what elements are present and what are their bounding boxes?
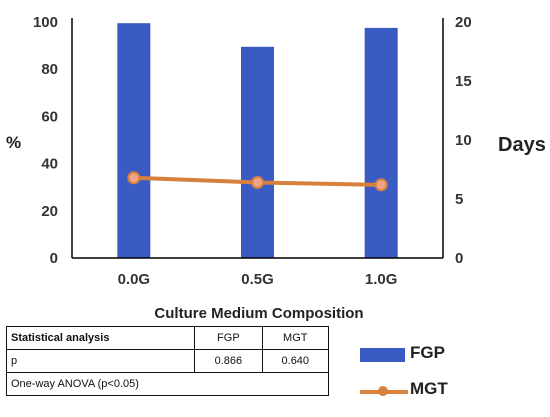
point-mgt	[127, 171, 141, 185]
y-tick-left: 100	[33, 14, 58, 31]
statistics-table: Statistical analysis FGP MGT p 0.866 0.6…	[5, 326, 330, 396]
table-header-row: Statistical analysis FGP MGT	[5, 326, 330, 350]
legend-label-fgp: FGP	[410, 343, 445, 362]
table-header-cell: FGP	[194, 326, 263, 350]
tick-labels: 0 20 40 60 80 100 0 5 10 15 20 0.0G 0.5G 1.0G	[33, 14, 472, 288]
y-tick-left: 60	[41, 108, 58, 125]
legend-item-mgt: MGT	[360, 376, 540, 406]
table-cell: p	[5, 349, 196, 373]
legend-marker-mgt	[378, 386, 388, 396]
x-axis-title: Culture Medium Composition	[154, 305, 363, 322]
y-tick-left: 20	[41, 203, 58, 220]
table-row: p 0.866 0.640	[5, 349, 330, 373]
bar-fgp	[117, 23, 151, 259]
y-tick-right: 20	[455, 14, 472, 31]
y-tick-right: 0	[455, 250, 463, 267]
legend-item-fgp: FGP	[360, 340, 540, 370]
legend-label-mgt: MGT	[410, 379, 448, 398]
y-tick-right: 5	[455, 191, 463, 208]
bar-fgp	[241, 46, 274, 258]
x-tick-label: 0.0G	[118, 271, 151, 288]
y-axis-right-title: Days	[498, 134, 546, 156]
point-mgt	[374, 178, 388, 192]
legend-swatch-fgp	[360, 348, 405, 362]
bar-series-fgp	[117, 23, 398, 259]
table-footer-row: One-way ANOVA (p<0.05)	[6, 372, 329, 396]
table-header-cell: Statistical analysis	[5, 326, 196, 350]
y-tick-right: 10	[455, 132, 472, 149]
table-cell: 0.866	[194, 349, 263, 373]
y-tick-left: 80	[41, 61, 58, 78]
point-mgt	[251, 175, 264, 189]
y-tick-right: 15	[455, 73, 472, 90]
table-cell: 0.640	[261, 349, 330, 373]
bar-fgp	[364, 27, 398, 259]
x-tick-label: 1.0G	[365, 271, 398, 288]
x-tick-label: 0.5G	[241, 271, 274, 288]
y-tick-left: 0	[50, 250, 58, 267]
line-series-mgt	[127, 171, 388, 192]
y-tick-left: 40	[41, 156, 58, 173]
chart-axes	[71, 18, 444, 259]
y-axis-left-title: %	[6, 133, 21, 152]
table-footer-cell: One-way ANOVA (p<0.05)	[6, 372, 329, 396]
table-header-cell: MGT	[261, 326, 330, 350]
